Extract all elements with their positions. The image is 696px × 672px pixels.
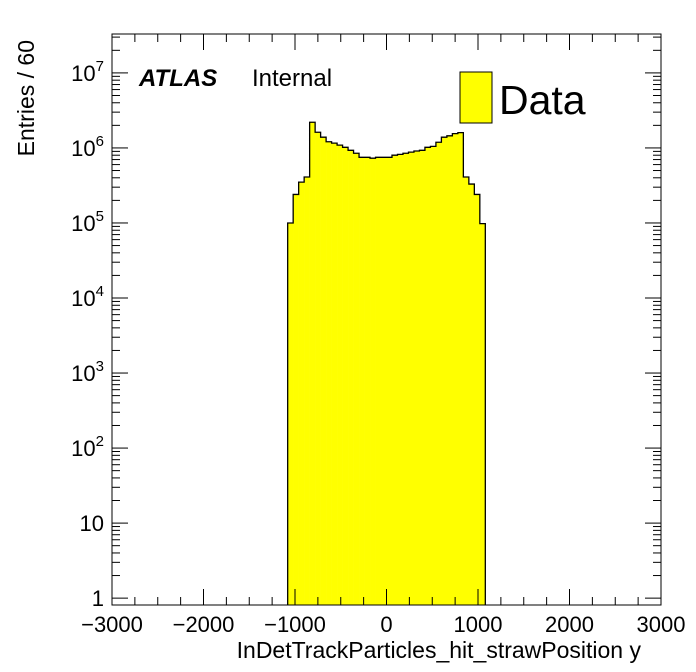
histogram-bin [353, 153, 360, 605]
histogram-bin [479, 223, 486, 605]
histogram-bars [287, 121, 486, 606]
x-tick-label: 0 [380, 612, 392, 637]
x-tick-label: 2000 [545, 612, 594, 637]
x-tick-label: −3000 [81, 612, 143, 637]
histogram-bin [364, 157, 371, 605]
histogram-bin [424, 147, 431, 605]
histogram-bin [309, 122, 316, 605]
x-axis-title: InDetTrackParticles_hit_strawPosition y [237, 637, 642, 663]
histogram-bin [331, 143, 338, 605]
histogram-bin [375, 157, 382, 605]
y-tick-label: 107 [71, 58, 104, 86]
legend: Data [459, 71, 586, 124]
histogram-bin [397, 154, 404, 605]
histogram-bin [342, 147, 349, 605]
histogram-bin [320, 137, 327, 606]
legend-swatch-data [459, 71, 493, 124]
histogram-bin [359, 157, 365, 605]
histogram-bin [402, 153, 409, 605]
histogram-bin [441, 137, 448, 606]
histogram-bin [298, 182, 305, 605]
histogram-bin [413, 151, 420, 605]
y-tick-label: 105 [71, 208, 104, 236]
histogram-bin [304, 176, 310, 605]
y-tick-label: 102 [71, 433, 104, 461]
histogram-bin [474, 194, 481, 606]
internal-label: Internal [252, 65, 332, 92]
histogram-bin [315, 132, 321, 606]
histogram-bin [435, 142, 442, 605]
y-tick-label: 104 [71, 283, 104, 311]
histogram-bin [419, 150, 426, 606]
y-tick-label: 10 [80, 511, 104, 536]
x-tick-label: 1000 [454, 612, 503, 637]
histogram-bin [381, 157, 387, 605]
histogram-bin [391, 155, 398, 605]
y-tick-label: 103 [71, 358, 104, 386]
histogram-bin [408, 152, 415, 605]
atlas-label: ATLAS [138, 65, 217, 92]
plot-frame [111, 33, 662, 606]
histogram-outline [287, 121, 486, 605]
x-tick-label: −1000 [264, 612, 326, 637]
histogram-bin [337, 145, 343, 605]
legend-label-data: Data [499, 77, 586, 123]
histogram-bin [446, 135, 453, 605]
histogram-bin [452, 133, 459, 605]
x-tick-label: −2000 [173, 612, 235, 637]
axis-ticks [111, 34, 662, 605]
y-tick-labels: 1 10 102 103 104 105 106 107 [71, 58, 104, 611]
x-tick-labels: −3000 −2000 −1000 0 1000 2000 3000 [81, 612, 685, 637]
histogram-bin [370, 158, 376, 605]
histogram-bin [287, 222, 294, 605]
y-tick-label: 1 [92, 586, 104, 611]
histogram-bin [430, 146, 437, 605]
x-tick-label: 3000 [637, 612, 686, 637]
histogram-bin [326, 141, 332, 606]
histogram-bin [457, 132, 464, 605]
histogram-bin [348, 150, 354, 606]
y-tick-label: 106 [71, 133, 104, 161]
histogram-bin [293, 194, 299, 606]
y-axis-title: Entries / 60 [13, 40, 39, 156]
histogram-bin [468, 184, 475, 606]
histogram-bin [463, 176, 470, 605]
histogram-bin [386, 157, 393, 605]
